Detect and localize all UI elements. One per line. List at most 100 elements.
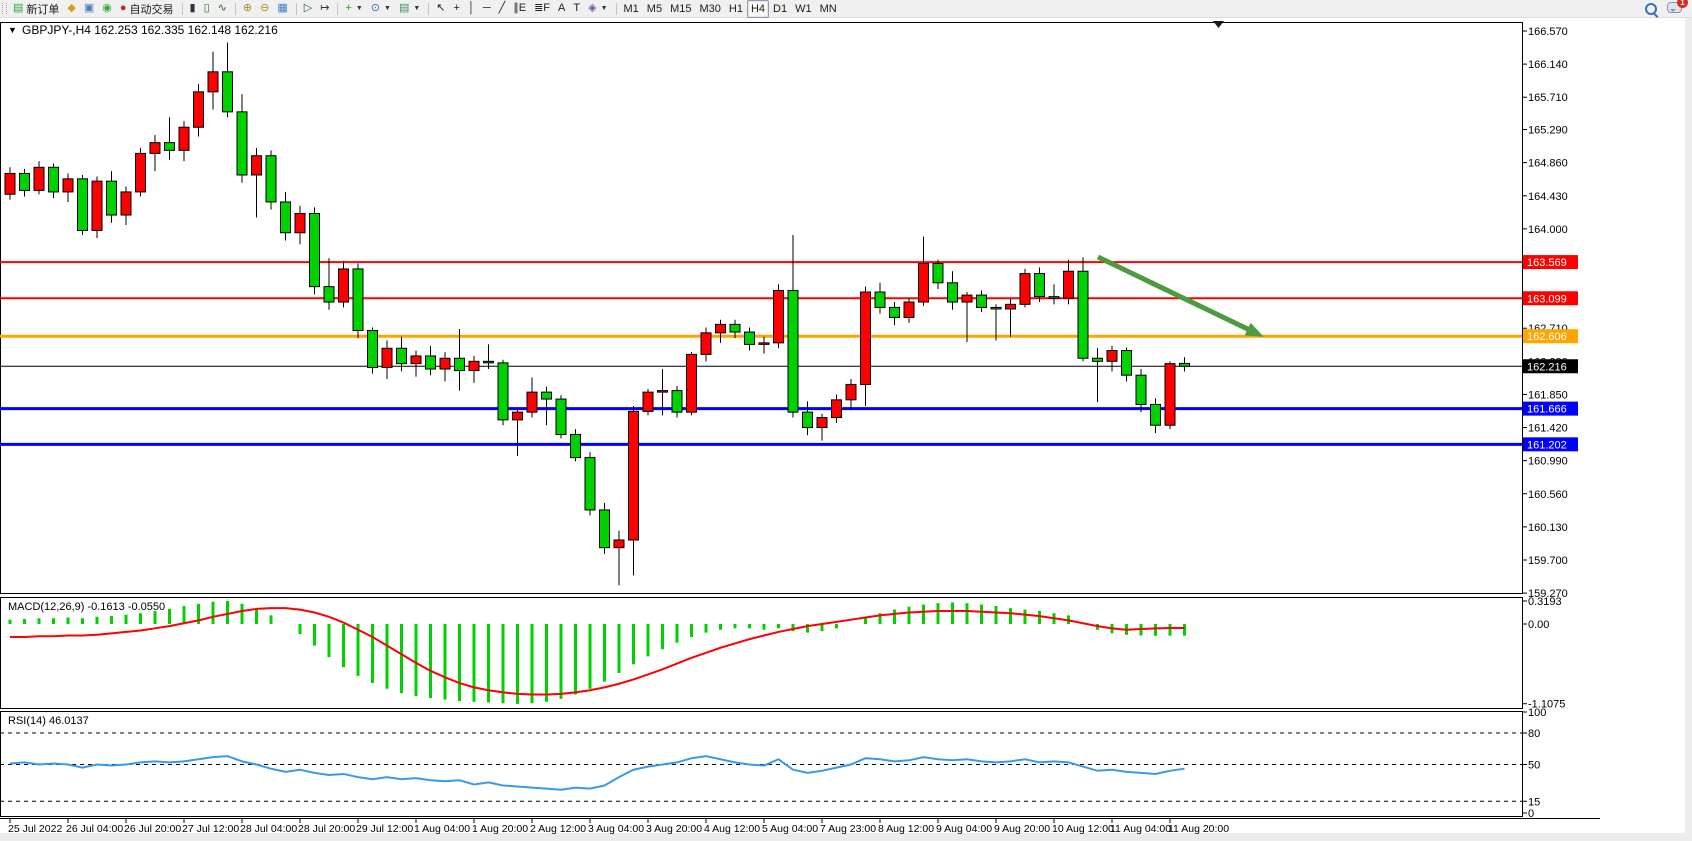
label-icon: T — [573, 2, 581, 14]
arrows-button[interactable]: ◈ ▼ — [584, 0, 611, 18]
chart-dropdown-icon[interactable]: ▼ — [8, 25, 17, 35]
indicators-button[interactable]: + ▼ — [341, 0, 366, 18]
candle — [686, 353, 697, 413]
toolbar-separator — [234, 2, 236, 15]
arrows-icon: ◈ — [588, 2, 597, 14]
tile-windows-button[interactable]: ▦ — [273, 0, 291, 18]
candle — [787, 289, 799, 413]
candle — [178, 126, 190, 151]
crosshair-button[interactable]: + — [450, 0, 464, 18]
candle — [91, 180, 103, 231]
vertical-line-button[interactable]: │ — [464, 0, 479, 18]
zoom-in-button[interactable]: ⊕ — [239, 0, 256, 18]
price-tick-label: 159.270 — [1528, 588, 1568, 600]
time-axis-label: 9 Aug 20:00 — [994, 823, 1050, 835]
timeframe-mn-button[interactable]: MN — [819, 2, 837, 15]
candle — [193, 91, 204, 128]
candle — [48, 166, 59, 193]
candle — [642, 391, 654, 412]
chart-shift-button[interactable]: ↦ — [316, 0, 333, 18]
candle — [381, 347, 393, 368]
line-chart-button[interactable]: ∿ — [214, 0, 231, 18]
candle — [309, 212, 320, 288]
auto-scroll-button[interactable]: ▷ — [300, 0, 316, 18]
crosshair-icon: + — [453, 2, 460, 14]
market-watch-button[interactable]: ◆ — [63, 0, 79, 18]
price-tick-label: 165.710 — [1528, 92, 1568, 104]
search-icon[interactable] — [1645, 2, 1657, 15]
trend-arrow-layer[interactable] — [1096, 254, 1264, 337]
notifications-button[interactable]: 1 — [1667, 0, 1688, 16]
signals-button[interactable]: ◉ — [98, 0, 116, 18]
trendline-icon: ╱ — [498, 2, 506, 14]
candle — [715, 323, 726, 334]
timeframe-m5-button[interactable]: M5 — [646, 2, 663, 15]
price-tick-label: 164.860 — [1528, 158, 1568, 170]
support-line-1-price-badge: 161.666 — [1527, 404, 1567, 416]
trendline-button[interactable]: ╱ — [495, 0, 510, 18]
timeframe-w1-button[interactable]: W1 — [795, 2, 812, 15]
timeframe-h4-button[interactable]: H4 — [746, 0, 770, 18]
candle — [932, 263, 944, 284]
candle — [831, 399, 842, 419]
chart-shift-marker[interactable] — [1213, 21, 1224, 28]
candle — [744, 331, 755, 345]
candle — [570, 433, 581, 459]
horizontal-line-button[interactable]: ─ — [479, 0, 495, 18]
channel-button[interactable]: ∥E — [509, 0, 530, 18]
candle — [1048, 296, 1060, 299]
timeframe-m15-button[interactable]: M15 — [670, 2, 692, 15]
price-badges: 163.569 163.099 162.606 162.216 161.666 161.2… — [1523, 255, 1578, 452]
rsi-label: RSI(14) 46.0137 — [8, 715, 89, 727]
text-button[interactable]: A — [554, 0, 569, 18]
candle — [990, 306, 1002, 310]
autotrading-button[interactable]: ● 自动交易 — [116, 0, 178, 18]
toolbar-grip — [2, 3, 7, 14]
chevron-down-icon: ▼ — [413, 5, 421, 12]
time-axis-label: 1 Aug 20:00 — [472, 823, 528, 835]
timeframe-h1-button[interactable]: H1 — [728, 2, 743, 15]
timeframe-m1-button[interactable]: M1 — [623, 2, 639, 15]
trend-arrow-line[interactable] — [1096, 254, 1253, 334]
time-axis[interactable]: 25 Jul 2022 26 Jul 04:00 26 Jul 20:00 27 Ju… — [8, 818, 1229, 835]
cursor-button[interactable]: ↖ — [432, 0, 449, 18]
macd-label: MACD(12,26,9) -0.1613 -0.0550 — [8, 601, 165, 613]
candle — [1019, 273, 1031, 305]
fibonacci-button[interactable]: ≣F — [530, 0, 554, 18]
templates-button[interactable]: ▤ ▼ — [395, 0, 424, 18]
candle — [555, 398, 567, 435]
new-order-icon: ▤ — [13, 2, 24, 14]
price-tick-label: 164.430 — [1528, 191, 1568, 203]
candle — [1005, 303, 1016, 310]
rsi-axis-label: 100 — [1528, 707, 1546, 719]
periods-button[interactable]: ⊙ ▼ — [367, 0, 395, 18]
navigator-button[interactable]: ▣ — [80, 0, 98, 18]
timeframe-m30-button[interactable]: M30 — [699, 2, 721, 15]
cursor-icon: ↖ — [436, 2, 446, 14]
time-axis-label: 3 Aug 20:00 — [646, 823, 702, 835]
bar-chart-icon: ▮ — [189, 2, 196, 14]
candle — [106, 180, 117, 216]
candle — [425, 355, 436, 370]
candle — [338, 268, 349, 303]
hlines-layer[interactable] — [0, 261, 1522, 446]
zoom-out-button[interactable]: ⊖ — [256, 0, 273, 18]
zoom-in-icon: ⊕ — [242, 2, 253, 14]
new-order-button-label: 新订单 — [26, 3, 60, 16]
label-button[interactable]: T — [569, 0, 584, 18]
timeframe-d1-button[interactable]: D1 — [773, 2, 788, 15]
new-order-button[interactable]: ▤ 新订单 — [9, 0, 63, 18]
time-axis-label: 8 Aug 12:00 — [878, 823, 934, 835]
price-axis[interactable]: 166.570 166.140 165.710 165.290 164.860 164.4… — [1522, 26, 1568, 600]
bar-chart-button[interactable]: ▮ — [186, 0, 200, 18]
candle — [889, 306, 900, 318]
candle — [816, 417, 828, 429]
time-axis-label: 9 Aug 04:00 — [936, 823, 992, 835]
candlestick-chart-button[interactable]: ▯ — [200, 0, 214, 18]
candle — [729, 323, 741, 333]
templates-icon: ▤ — [398, 2, 410, 14]
macd-axis-label: -1.1075 — [1528, 699, 1565, 711]
candle — [613, 539, 625, 549]
chart-background — [0, 17, 1685, 833]
pivot-line-price-badge: 162.606 — [1527, 331, 1567, 343]
